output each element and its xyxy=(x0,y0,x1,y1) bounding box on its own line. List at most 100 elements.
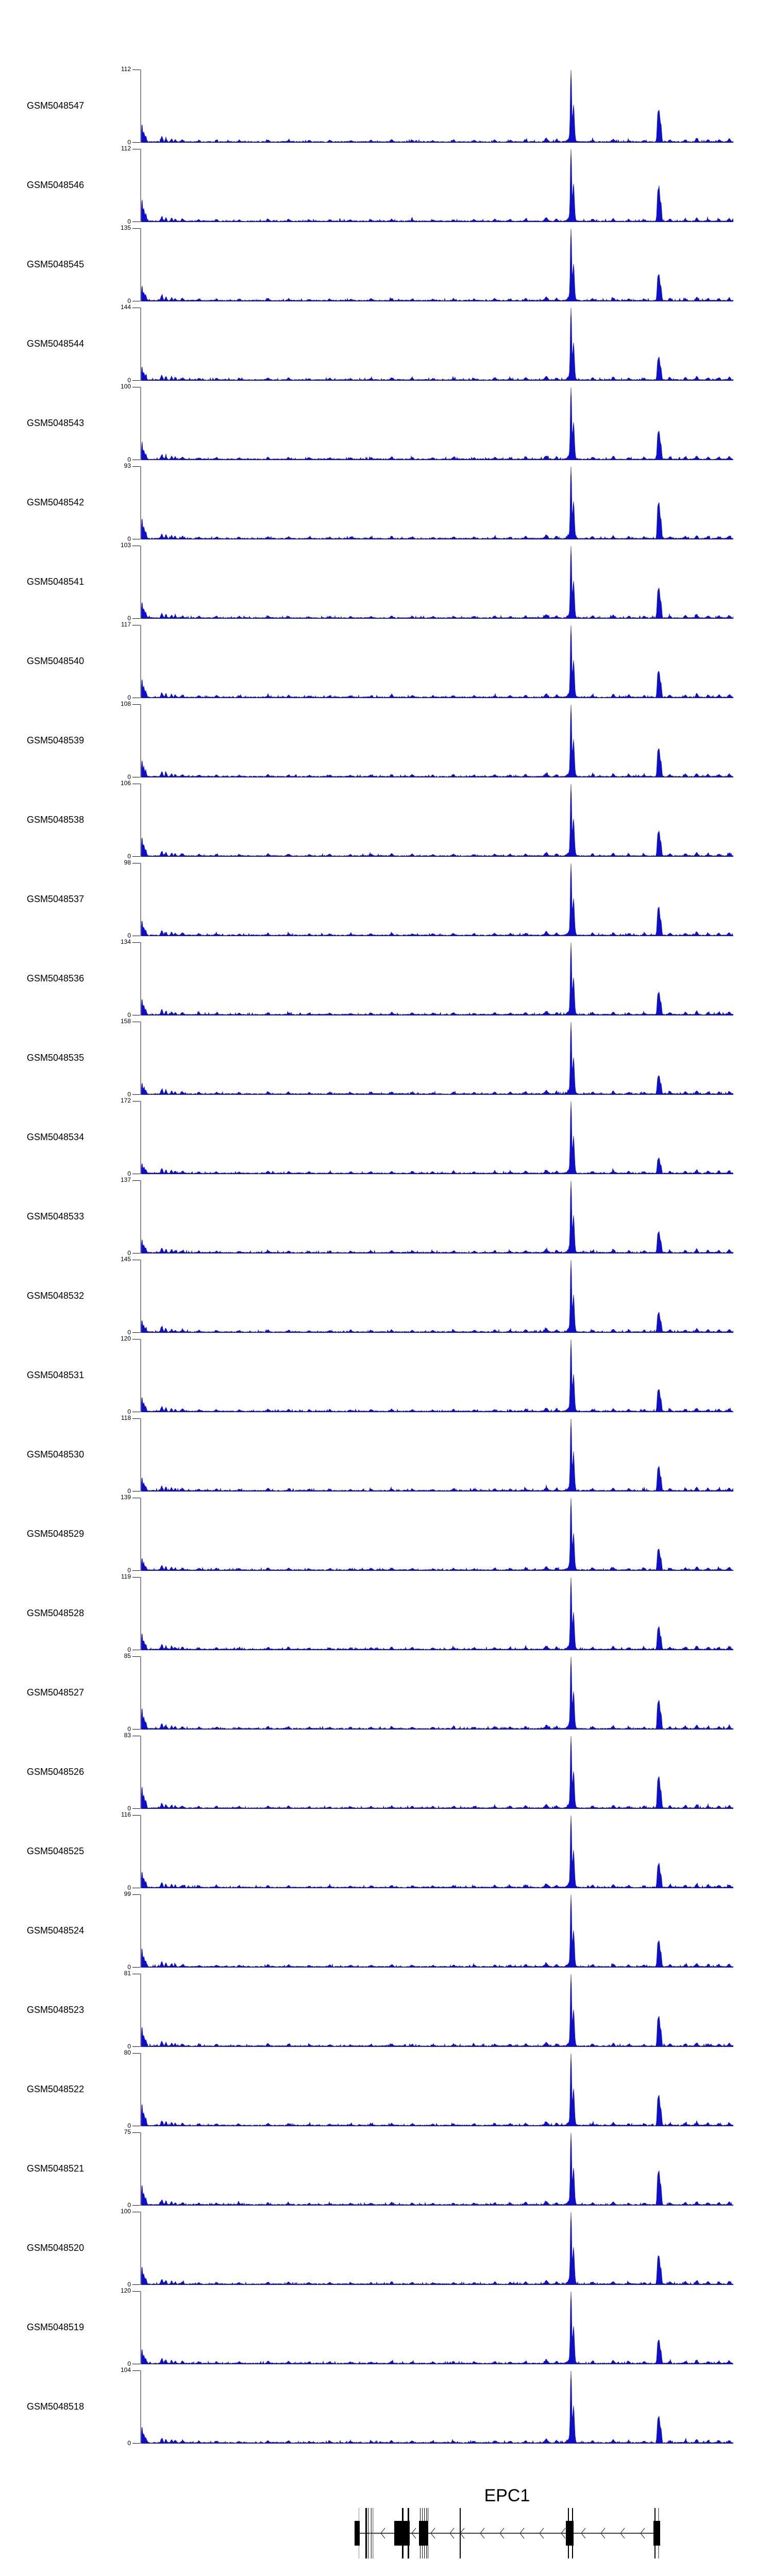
track-y-axis-line xyxy=(140,2132,141,2206)
signal-path xyxy=(141,2053,733,2126)
signal-track-row: GSM5048518 104 0 xyxy=(0,2367,773,2450)
track-axis-bottom-tick xyxy=(132,142,141,143)
signal-track-row: GSM5048524 99 0 xyxy=(0,1891,773,1974)
track-axis-bottom-tick xyxy=(132,856,141,857)
signal-track-row: GSM5048543 100 0 xyxy=(0,383,773,466)
track-signal-area xyxy=(141,70,733,143)
track-ymax-label: 112 xyxy=(121,65,131,73)
track-signal-area xyxy=(141,1894,733,1968)
track-ymin-label: 0 xyxy=(127,773,131,781)
track-ymin-label: 0 xyxy=(127,297,131,304)
track-signal-area xyxy=(141,308,733,381)
gene-strand-arrow xyxy=(499,2528,505,2539)
gene-strand-arrow xyxy=(561,2528,566,2539)
signal-path xyxy=(141,2291,733,2364)
gene-exon-box xyxy=(566,2521,574,2546)
signal-path xyxy=(141,1498,733,1571)
track-ymin-label: 0 xyxy=(127,1487,131,1495)
gene-strand-arrow xyxy=(600,2528,606,2539)
track-sample-label: GSM5048547 xyxy=(27,100,85,111)
gene-exon-box xyxy=(355,2521,360,2546)
track-y-axis-line xyxy=(140,1736,141,1809)
signal-track-row: GSM5048526 83 0 xyxy=(0,1732,773,1815)
gene-strand-arrow xyxy=(411,2528,416,2539)
signal-path xyxy=(141,387,733,460)
signal-track-row: GSM5048535 158 0 xyxy=(0,1018,773,1101)
track-sample-label: GSM5048540 xyxy=(27,656,85,666)
track-ymax-label: 120 xyxy=(120,1335,131,1342)
track-axis-bottom-tick xyxy=(132,1332,141,1333)
track-ymax-label: 93 xyxy=(124,462,131,469)
track-signal-area xyxy=(141,1180,733,1253)
track-sample-label: GSM5048536 xyxy=(27,973,85,984)
track-signal-area xyxy=(141,2132,733,2206)
track-ymax-label: 139 xyxy=(120,1494,131,1501)
track-axis-top-tick xyxy=(132,1180,141,1181)
track-axis-bottom-tick xyxy=(132,2284,141,2285)
track-y-axis-line xyxy=(140,1974,141,2047)
track-ymin-label: 0 xyxy=(127,1011,131,1019)
track-ymax-label: 116 xyxy=(121,1811,131,1818)
track-axis-bottom-tick xyxy=(132,618,141,619)
track-signal-area xyxy=(141,704,733,777)
signal-path xyxy=(141,2370,733,2444)
track-signal-area xyxy=(141,863,733,936)
signal-track-row: GSM5048541 103 0 xyxy=(0,542,773,625)
signal-track-row: GSM5048534 172 0 xyxy=(0,1097,773,1180)
track-ymin-label: 0 xyxy=(127,1725,131,1733)
track-ymax-label: 118 xyxy=(121,1414,131,1421)
track-axis-top-tick xyxy=(132,1577,141,1578)
track-signal-area xyxy=(141,2370,733,2444)
track-ymin-label: 0 xyxy=(127,1805,131,1812)
gene-strand-arrow xyxy=(480,2528,485,2539)
track-y-axis-line xyxy=(140,70,141,143)
track-axis-bottom-tick xyxy=(132,1491,141,1492)
track-axis-top-tick xyxy=(132,1418,141,1419)
track-ymin-label: 0 xyxy=(127,1884,131,1891)
signal-path xyxy=(141,466,733,539)
track-sample-label: GSM5048534 xyxy=(27,1132,85,1142)
track-axis-top-tick xyxy=(132,1656,141,1657)
gene-strand-arrow xyxy=(581,2528,586,2539)
track-ymax-label: 137 xyxy=(120,1176,131,1183)
signal-track-row: GSM5048521 75 0 xyxy=(0,2129,773,2212)
track-signal-area xyxy=(141,625,733,698)
signal-path xyxy=(141,1418,733,1492)
signal-path xyxy=(141,863,733,936)
track-y-axis-line xyxy=(140,1498,141,1571)
track-ymin-label: 0 xyxy=(127,615,131,622)
track-signal-area xyxy=(141,1022,733,1095)
track-y-axis-line xyxy=(140,1577,141,1650)
track-ymax-label: 120 xyxy=(120,2287,131,2294)
signal-track-row: GSM5048525 116 0 xyxy=(0,1811,773,1894)
track-ymax-label: 144 xyxy=(120,303,131,311)
gene-exon-box xyxy=(653,2521,660,2546)
track-ymin-label: 0 xyxy=(127,218,131,225)
track-axis-top-tick xyxy=(132,1894,141,1895)
track-y-axis-line xyxy=(140,149,141,222)
track-sample-label: GSM5048528 xyxy=(27,1608,85,1618)
track-ymax-label: 172 xyxy=(120,1097,131,1104)
signal-path xyxy=(141,1656,733,1730)
track-ymax-label: 85 xyxy=(124,1652,131,1659)
track-sample-label: GSM5048546 xyxy=(27,180,85,190)
track-y-axis-line xyxy=(140,1260,141,1333)
signal-track-row: GSM5048528 119 0 xyxy=(0,1573,773,1656)
track-axis-top-tick xyxy=(132,2291,141,2292)
track-ymin-label: 0 xyxy=(127,2439,131,2447)
track-ymin-label: 0 xyxy=(127,1249,131,1257)
track-sample-label: GSM5048530 xyxy=(27,1449,85,1460)
gene-strand-arrow xyxy=(460,2528,465,2539)
track-ymin-label: 0 xyxy=(127,853,131,860)
signal-track-row: GSM5048522 80 0 xyxy=(0,2049,773,2132)
track-sample-label: GSM5048519 xyxy=(27,2322,85,2332)
track-axis-bottom-tick xyxy=(132,2046,141,2047)
track-signal-area xyxy=(141,1101,733,1174)
signal-path xyxy=(141,2212,733,2285)
track-ymax-label: 80 xyxy=(124,2049,131,2056)
signal-path xyxy=(141,149,733,222)
track-signal-area xyxy=(141,1656,733,1730)
gene-strand-arrow xyxy=(519,2528,525,2539)
track-ymin-label: 0 xyxy=(127,932,131,939)
signal-track-row: GSM5048540 117 0 xyxy=(0,621,773,704)
